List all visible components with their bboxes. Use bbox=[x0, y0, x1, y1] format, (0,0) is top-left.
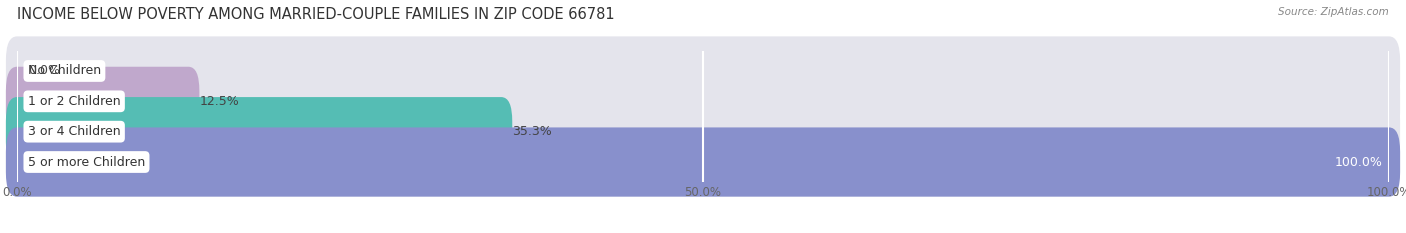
Text: 12.5%: 12.5% bbox=[200, 95, 239, 108]
FancyBboxPatch shape bbox=[6, 67, 1400, 136]
Text: 1 or 2 Children: 1 or 2 Children bbox=[28, 95, 121, 108]
Text: 5 or more Children: 5 or more Children bbox=[28, 155, 145, 168]
Text: 100.0%: 100.0% bbox=[1334, 155, 1382, 168]
FancyBboxPatch shape bbox=[6, 97, 1400, 166]
Text: No Children: No Children bbox=[28, 65, 101, 78]
Text: 35.3%: 35.3% bbox=[512, 125, 553, 138]
FancyBboxPatch shape bbox=[6, 36, 1400, 106]
FancyBboxPatch shape bbox=[6, 127, 1400, 197]
Text: 3 or 4 Children: 3 or 4 Children bbox=[28, 125, 121, 138]
FancyBboxPatch shape bbox=[6, 97, 512, 166]
Text: INCOME BELOW POVERTY AMONG MARRIED-COUPLE FAMILIES IN ZIP CODE 66781: INCOME BELOW POVERTY AMONG MARRIED-COUPL… bbox=[17, 7, 614, 22]
Text: 0.0%: 0.0% bbox=[28, 65, 60, 78]
Text: Source: ZipAtlas.com: Source: ZipAtlas.com bbox=[1278, 7, 1389, 17]
FancyBboxPatch shape bbox=[6, 127, 1400, 197]
FancyBboxPatch shape bbox=[6, 67, 200, 136]
